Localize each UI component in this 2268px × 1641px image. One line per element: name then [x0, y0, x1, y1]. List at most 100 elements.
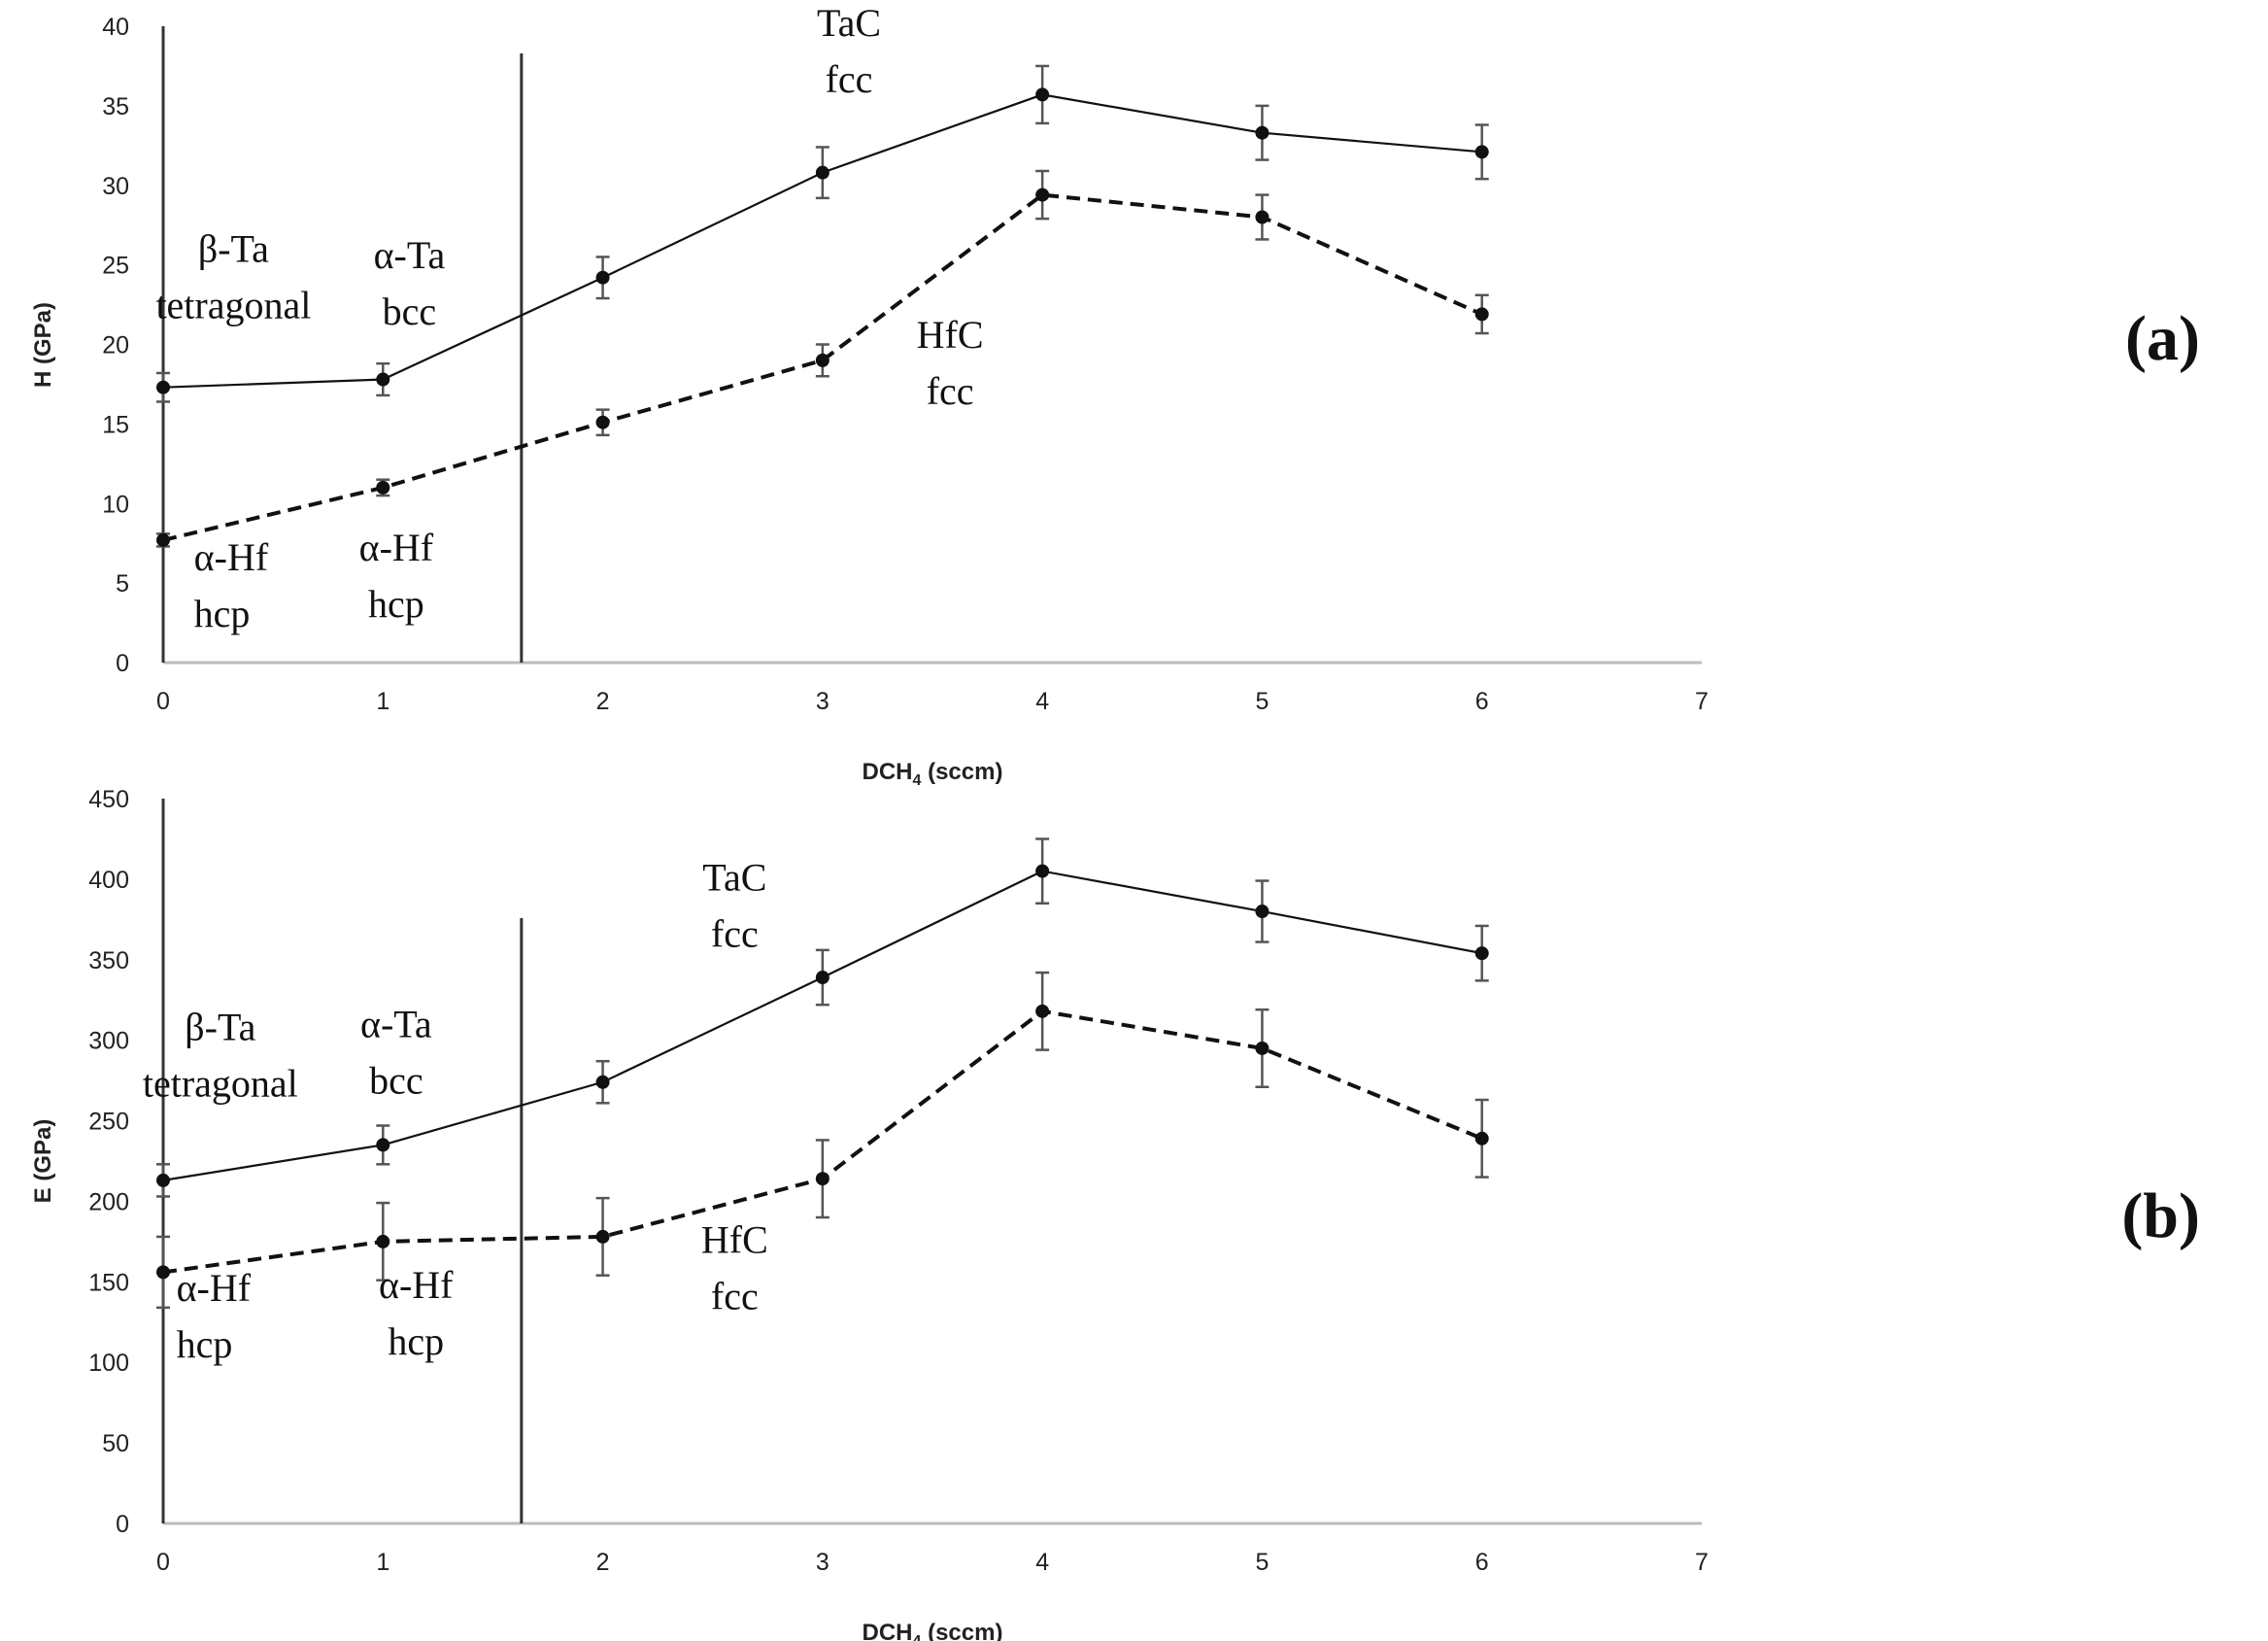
y-tick-label: 100	[88, 1350, 129, 1377]
x-axis-title-unit: (sccm)	[921, 759, 1002, 785]
x-tick-label: 0	[156, 1549, 170, 1576]
phase-annotation-line: tetragonal	[155, 283, 311, 326]
y-tick-label: 150	[88, 1269, 129, 1296]
data-point	[595, 415, 610, 429]
data-point	[1255, 905, 1269, 919]
x-tick-label: 4	[1035, 1549, 1049, 1576]
data-point	[595, 1075, 610, 1089]
x-tick-label: 0	[156, 688, 170, 715]
y-tick-label: 5	[116, 570, 129, 598]
y-tick-label: 250	[88, 1109, 129, 1136]
phase-annotation: β-Ta tetragonal	[143, 1006, 298, 1106]
data-point	[1255, 125, 1269, 140]
phase-annotation-line: α-Ta	[360, 1002, 432, 1045]
y-tick-label: 40	[102, 14, 129, 41]
phase-annotation-line: β-Ta	[198, 226, 269, 270]
phase-annotation: α-Hf hcp	[359, 526, 434, 626]
x-tick-label: 3	[816, 1549, 829, 1576]
phase-annotation: α-Hf hcp	[379, 1263, 454, 1363]
x-tick-label: 5	[1255, 1549, 1269, 1576]
y-tick-label: 50	[102, 1430, 129, 1457]
y-tick-label: 10	[102, 491, 129, 518]
data-point	[1035, 188, 1050, 202]
phase-annotation: α-Hf hcp	[177, 1266, 252, 1366]
x-tick-label: 7	[1695, 688, 1709, 715]
phase-annotation-line: hcp	[177, 1322, 233, 1366]
phase-annotation: α-Ta bcc	[360, 1002, 432, 1102]
phase-annotation: α-Ta bcc	[374, 233, 446, 333]
phase-annotation-line: hcp	[368, 582, 424, 626]
x-axis-title: DCH4 (sccm)	[863, 759, 1003, 789]
data-point	[1035, 864, 1050, 878]
x-tick-label: 4	[1035, 688, 1049, 715]
panel-label: (a)	[2125, 303, 2200, 374]
phase-annotation-line: α-Ta	[374, 233, 446, 277]
data-point	[1474, 307, 1489, 322]
data-point	[156, 1265, 170, 1280]
data-point	[595, 1229, 610, 1244]
x-axis-title-unit: (sccm)	[921, 1620, 1002, 1641]
y-tick-label: 200	[88, 1188, 129, 1215]
y-tick-label: 400	[88, 867, 129, 894]
phase-annotation-line: β-Ta	[185, 1006, 255, 1049]
panel-label: (b)	[2121, 1180, 2200, 1251]
phase-annotation-line: α-Hf	[359, 526, 434, 569]
y-tick-label: 300	[88, 1028, 129, 1055]
data-point	[815, 353, 829, 367]
y-tick-label: 30	[102, 173, 129, 200]
phase-annotation: β-Ta tetragonal	[155, 226, 311, 326]
phase-annotation-line: HfC	[701, 1217, 768, 1261]
data-point	[376, 1234, 390, 1248]
data-point	[815, 1172, 829, 1186]
x-axis-title-subscript: 4	[913, 1633, 922, 1641]
data-point	[156, 532, 170, 547]
phase-annotation-line: tetragonal	[143, 1062, 298, 1106]
y-tick-label: 350	[88, 947, 129, 974]
x-tick-label: 2	[596, 1549, 610, 1576]
x-axis-title: DCH4 (sccm)	[863, 1620, 1003, 1641]
data-point	[1474, 145, 1489, 159]
x-tick-label: 1	[376, 688, 389, 715]
phase-annotation-line: TaC	[817, 1, 881, 45]
data-point	[1474, 946, 1489, 961]
series-hfc	[156, 169, 1489, 548]
phase-annotation-line: fcc	[826, 57, 873, 101]
panel-b-modulus-chart: 0 50 100 150 200 250 300 350 400 450 0 1 2 3 4 5 6 7 E (GP…	[30, 786, 2200, 1641]
phase-annotation-line: HfC	[917, 313, 984, 357]
phase-annotation-line: α-Hf	[379, 1263, 454, 1307]
x-tick-label: 6	[1475, 688, 1489, 715]
y-tick-label: 25	[102, 253, 129, 280]
y-tick-label: 450	[88, 786, 129, 813]
data-point	[376, 372, 390, 387]
data-point	[1035, 1004, 1050, 1018]
phase-annotation: α-Hf hcp	[194, 535, 269, 635]
series-tac	[156, 838, 1489, 1198]
x-tick-label: 7	[1695, 1549, 1709, 1576]
y-tick-label: 15	[102, 411, 129, 438]
x-tick-label: 1	[376, 1549, 389, 1576]
phase-annotation-line: hcp	[194, 592, 251, 635]
y-tick-label: 0	[116, 1511, 129, 1538]
phase-annotation-line: hcp	[388, 1319, 444, 1363]
y-tick-label: 20	[102, 332, 129, 359]
x-axis-title-subscript: 4	[913, 772, 922, 789]
data-point	[595, 270, 610, 285]
x-tick-label: 6	[1475, 1549, 1489, 1576]
phase-annotation-line: fcc	[711, 911, 759, 955]
data-point	[1035, 87, 1050, 102]
x-axis-title-main: DCH	[863, 759, 913, 785]
data-point	[815, 971, 829, 985]
phase-annotation: TaC fcc	[817, 1, 881, 101]
x-tick-label: 3	[816, 688, 829, 715]
data-point	[376, 480, 390, 495]
phase-annotation-line: α-Hf	[194, 535, 269, 579]
phase-annotation: TaC fcc	[702, 855, 766, 955]
data-point	[815, 165, 829, 180]
phase-annotation-line: fcc	[927, 369, 974, 413]
data-point	[376, 1138, 390, 1152]
data-point	[1474, 1131, 1489, 1145]
phase-annotation-line: bcc	[383, 290, 437, 333]
series-hfc	[156, 971, 1489, 1310]
